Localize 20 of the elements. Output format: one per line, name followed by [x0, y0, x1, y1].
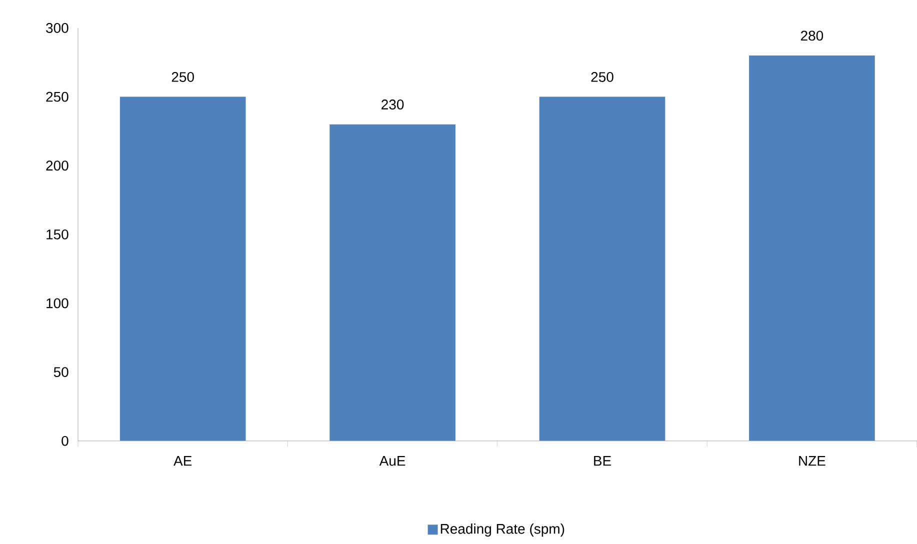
- x-tick-label: BE: [594, 456, 611, 466]
- bar: [120, 96, 246, 441]
- data-label: 230: [382, 100, 404, 110]
- data-label: 280: [800, 30, 824, 41]
- x-tick-label: NZE: [799, 456, 826, 466]
- legend-label: Reading Rate (spm): [440, 524, 564, 537]
- x-tick-label: AE: [174, 456, 192, 466]
- data-label: 250: [172, 72, 194, 82]
- bar: [539, 96, 666, 441]
- y-tick-label: 200: [46, 160, 68, 171]
- bar: [749, 56, 875, 441]
- y-tick-label: 250: [46, 92, 68, 102]
- y-tick-label: 0: [62, 436, 68, 446]
- y-tick-label: 100: [46, 298, 68, 308]
- bar: [330, 124, 456, 441]
- x-tick-label: AuE: [379, 456, 406, 466]
- y-tick-label: 300: [46, 23, 68, 34]
- y-tick-label: 50: [54, 367, 68, 378]
- y-tick-label: 150: [46, 230, 68, 240]
- data-label: 250: [591, 72, 614, 82]
